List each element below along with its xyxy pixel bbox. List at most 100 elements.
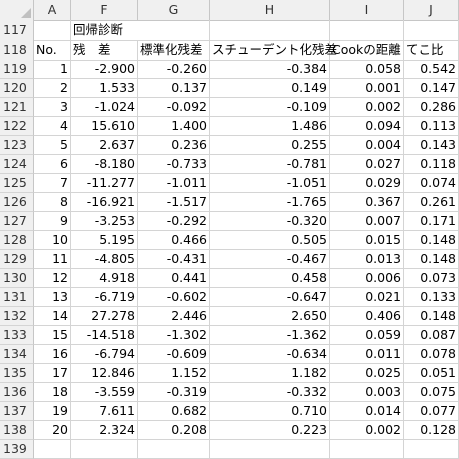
cooks-distance-cell[interactable]: 0.027 bbox=[330, 155, 404, 174]
standardized-residual-cell[interactable]: -0.431 bbox=[138, 250, 210, 269]
no-cell[interactable]: 3 bbox=[34, 98, 71, 117]
cell[interactable] bbox=[138, 440, 210, 459]
standardized-residual-cell[interactable]: 1.400 bbox=[138, 117, 210, 136]
column-header-j[interactable]: J bbox=[404, 0, 459, 21]
studentized-residual-cell[interactable]: 0.710 bbox=[210, 402, 330, 421]
standardized-residual-header-cell[interactable]: 標準化残差 bbox=[138, 40, 210, 61]
studentized-residual-cell[interactable]: -0.109 bbox=[210, 98, 330, 117]
residual-cell[interactable]: -1.024 bbox=[71, 98, 138, 117]
no-cell[interactable]: 11 bbox=[34, 250, 71, 269]
leverage-cell[interactable]: 0.051 bbox=[404, 364, 459, 383]
section-title-cell[interactable]: 回帰診断 bbox=[71, 20, 138, 41]
studentized-residual-cell[interactable]: -0.320 bbox=[210, 212, 330, 231]
leverage-cell[interactable]: 0.087 bbox=[404, 326, 459, 345]
no-cell[interactable]: 12 bbox=[34, 269, 71, 288]
cooks-distance-cell[interactable]: 0.021 bbox=[330, 288, 404, 307]
row-header[interactable]: 126 bbox=[0, 193, 34, 212]
no-cell[interactable]: 16 bbox=[34, 345, 71, 364]
studentized-residual-cell[interactable]: -1.362 bbox=[210, 326, 330, 345]
standardized-residual-cell[interactable]: 0.208 bbox=[138, 421, 210, 440]
cell[interactable] bbox=[71, 440, 138, 459]
studentized-residual-cell[interactable]: -0.647 bbox=[210, 288, 330, 307]
residual-cell[interactable]: -6.719 bbox=[71, 288, 138, 307]
cooks-distance-cell[interactable]: 0.002 bbox=[330, 98, 404, 117]
studentized-residual-cell[interactable]: -1.051 bbox=[210, 174, 330, 193]
standardized-residual-cell[interactable]: -1.302 bbox=[138, 326, 210, 345]
studentized-residual-cell[interactable]: -1.765 bbox=[210, 193, 330, 212]
standardized-residual-cell[interactable]: -1.011 bbox=[138, 174, 210, 193]
residual-cell[interactable]: 27.278 bbox=[71, 307, 138, 326]
leverage-cell[interactable]: 0.147 bbox=[404, 79, 459, 98]
residual-cell[interactable]: 1.533 bbox=[71, 79, 138, 98]
row-header[interactable]: 129 bbox=[0, 250, 34, 269]
row-header[interactable]: 137 bbox=[0, 402, 34, 421]
no-cell[interactable]: 17 bbox=[34, 364, 71, 383]
row-header[interactable]: 133 bbox=[0, 326, 34, 345]
no-cell[interactable]: 13 bbox=[34, 288, 71, 307]
studentized-residual-cell[interactable]: -0.384 bbox=[210, 60, 330, 79]
studentized-residual-cell[interactable]: 0.149 bbox=[210, 79, 330, 98]
leverage-cell[interactable]: 0.118 bbox=[404, 155, 459, 174]
residual-cell[interactable]: -2.900 bbox=[71, 60, 138, 79]
leverage-cell[interactable]: 0.128 bbox=[404, 421, 459, 440]
standardized-residual-cell[interactable]: -1.517 bbox=[138, 193, 210, 212]
cooks-distance-cell[interactable]: 0.003 bbox=[330, 383, 404, 402]
cell[interactable] bbox=[138, 20, 210, 41]
cell[interactable] bbox=[330, 20, 404, 41]
row-header[interactable]: 134 bbox=[0, 345, 34, 364]
row-header[interactable]: 120 bbox=[0, 79, 34, 98]
residual-cell[interactable]: -14.518 bbox=[71, 326, 138, 345]
standardized-residual-cell[interactable]: -0.092 bbox=[138, 98, 210, 117]
row-header[interactable]: 139 bbox=[0, 440, 34, 459]
standardized-residual-cell[interactable]: 0.137 bbox=[138, 79, 210, 98]
cooks-distance-cell[interactable]: 0.029 bbox=[330, 174, 404, 193]
cooks-distance-cell[interactable]: 0.014 bbox=[330, 402, 404, 421]
row-header[interactable]: 119 bbox=[0, 60, 34, 79]
standardized-residual-cell[interactable]: -0.260 bbox=[138, 60, 210, 79]
standardized-residual-cell[interactable]: -0.609 bbox=[138, 345, 210, 364]
studentized-residual-cell[interactable]: 0.505 bbox=[210, 231, 330, 250]
no-cell[interactable]: 10 bbox=[34, 231, 71, 250]
row-header[interactable]: 121 bbox=[0, 98, 34, 117]
standardized-residual-cell[interactable]: 0.236 bbox=[138, 136, 210, 155]
leverage-cell[interactable]: 0.286 bbox=[404, 98, 459, 117]
cell[interactable] bbox=[210, 440, 330, 459]
cooks-distance-cell[interactable]: 0.058 bbox=[330, 60, 404, 79]
residual-cell[interactable]: -6.794 bbox=[71, 345, 138, 364]
residual-cell[interactable]: 12.846 bbox=[71, 364, 138, 383]
row-header[interactable]: 122 bbox=[0, 117, 34, 136]
cell[interactable] bbox=[210, 20, 330, 41]
residual-cell[interactable]: 7.611 bbox=[71, 402, 138, 421]
row-header[interactable]: 125 bbox=[0, 174, 34, 193]
leverage-cell[interactable]: 0.171 bbox=[404, 212, 459, 231]
standardized-residual-cell[interactable]: 0.466 bbox=[138, 231, 210, 250]
column-header-f[interactable]: F bbox=[71, 0, 138, 21]
no-cell[interactable]: 18 bbox=[34, 383, 71, 402]
no-cell[interactable]: 15 bbox=[34, 326, 71, 345]
residual-cell[interactable]: -3.559 bbox=[71, 383, 138, 402]
residual-cell[interactable]: -4.805 bbox=[71, 250, 138, 269]
no-cell[interactable]: 7 bbox=[34, 174, 71, 193]
studentized-residual-cell[interactable]: 2.650 bbox=[210, 307, 330, 326]
standardized-residual-cell[interactable]: 2.446 bbox=[138, 307, 210, 326]
leverage-cell[interactable]: 0.542 bbox=[404, 60, 459, 79]
no-cell[interactable]: 20 bbox=[34, 421, 71, 440]
row-header[interactable]: 124 bbox=[0, 155, 34, 174]
studentized-residual-cell[interactable]: 0.255 bbox=[210, 136, 330, 155]
studentized-residual-cell[interactable]: -0.781 bbox=[210, 155, 330, 174]
row-header[interactable]: 123 bbox=[0, 136, 34, 155]
leverage-cell[interactable]: 0.077 bbox=[404, 402, 459, 421]
cooks-distance-cell[interactable]: 0.002 bbox=[330, 421, 404, 440]
cooks-distance-cell[interactable]: 0.025 bbox=[330, 364, 404, 383]
studentized-residual-cell[interactable]: -0.467 bbox=[210, 250, 330, 269]
residual-cell[interactable]: 4.918 bbox=[71, 269, 138, 288]
cell[interactable] bbox=[34, 20, 71, 41]
no-cell[interactable]: 4 bbox=[34, 117, 71, 136]
residual-cell[interactable]: 5.195 bbox=[71, 231, 138, 250]
no-cell[interactable]: 9 bbox=[34, 212, 71, 231]
cooks-distance-cell[interactable]: 0.011 bbox=[330, 345, 404, 364]
no-cell[interactable]: 5 bbox=[34, 136, 71, 155]
leverage-cell[interactable]: 0.073 bbox=[404, 269, 459, 288]
cooks-distance-cell[interactable]: 0.059 bbox=[330, 326, 404, 345]
